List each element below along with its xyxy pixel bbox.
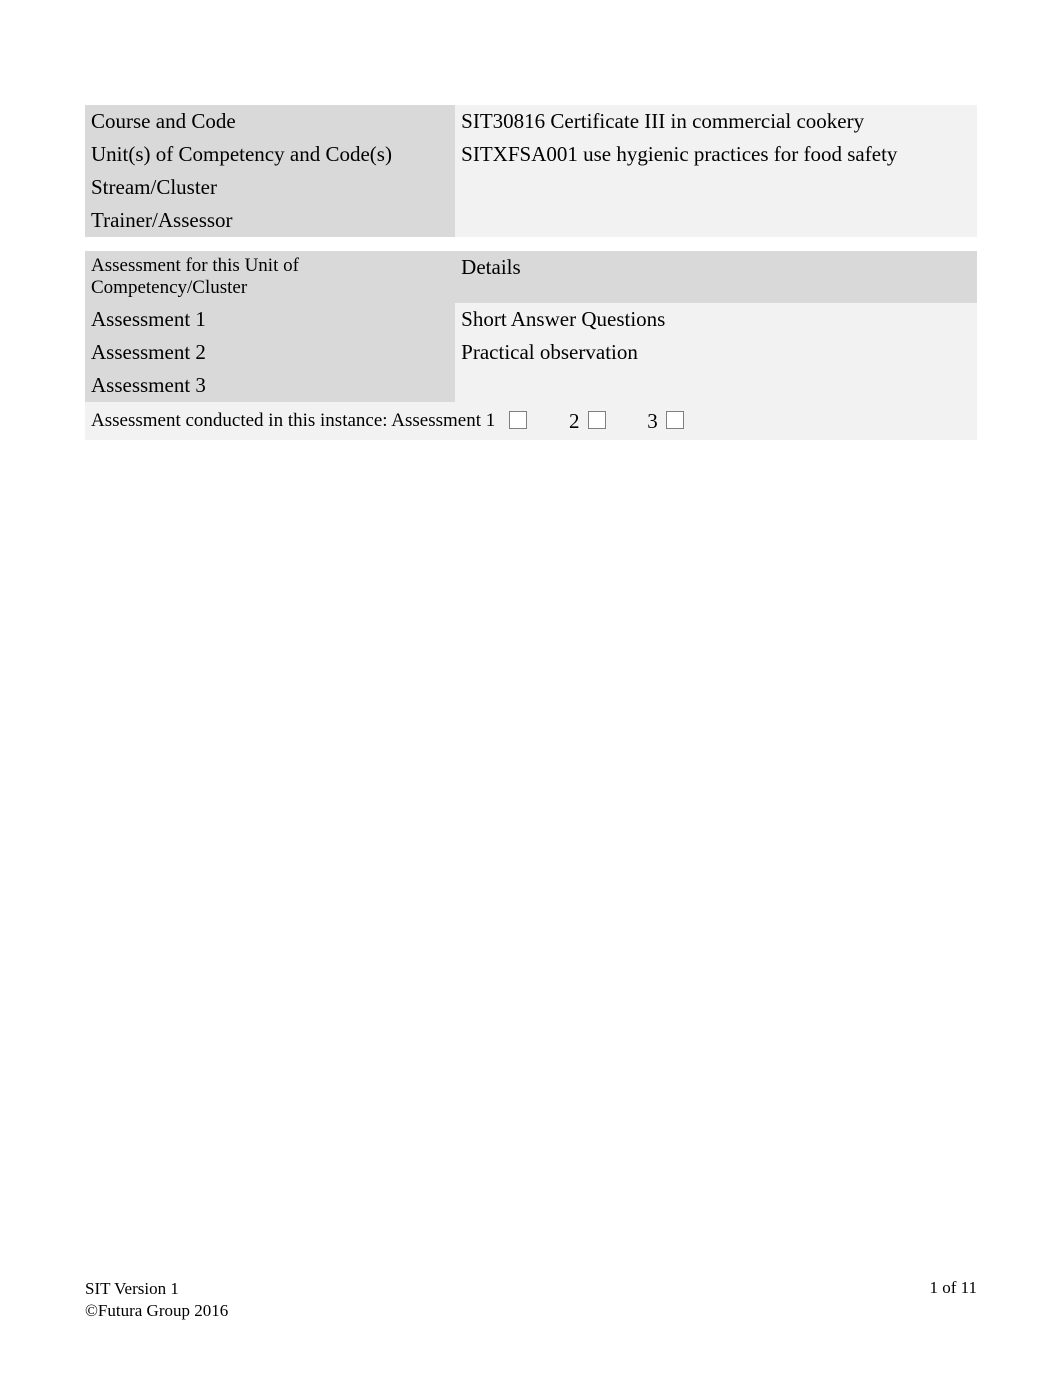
course-code-label: Course and Code [85, 105, 455, 138]
assessment-1-value: Short Answer Questions [455, 303, 977, 336]
content-area: Course and Code SIT30816 Certificate III… [85, 105, 977, 1317]
table-row: Course and Code SIT30816 Certificate III… [85, 105, 977, 138]
assessment-2-value: Practical observation [455, 336, 977, 369]
unit-competency-value: SITXFSA001 use hygienic practices for fo… [455, 138, 977, 171]
table-row: Assessment 2 Practical observation [85, 336, 977, 369]
table-row: Assessment for this Unit of Competency/C… [85, 251, 977, 303]
conducted-label: Assessment conducted in this instance: A… [85, 406, 501, 436]
assessment-header-details: Details [455, 251, 977, 303]
course-code-value: SIT30816 Certificate III in commercial c… [455, 105, 977, 138]
trainer-assessor-value [455, 204, 977, 237]
unit-competency-label: Unit(s) of Competency and Code(s) [85, 138, 455, 171]
checkbox-assessment-1[interactable] [509, 411, 527, 429]
assessment-2-label: Assessment 2 [85, 336, 455, 369]
footer-version: SIT Version 1 [85, 1278, 228, 1300]
assessment-3-label: Assessment 3 [85, 369, 455, 402]
conducted-row: Assessment conducted in this instance: A… [85, 402, 977, 440]
stream-cluster-label: Stream/Cluster [85, 171, 455, 204]
table-row: Stream/Cluster [85, 171, 977, 204]
page-footer: SIT Version 1 ©Futura Group 2016 1 of 11 [85, 1278, 977, 1322]
footer-left: SIT Version 1 ©Futura Group 2016 [85, 1278, 228, 1322]
conducted-option-2-label: 2 [569, 409, 580, 434]
table-row: Trainer/Assessor [85, 204, 977, 237]
assessment-1-label: Assessment 1 [85, 303, 455, 336]
checkbox-assessment-3[interactable] [666, 411, 684, 429]
conducted-option-3-label: 3 [647, 409, 658, 434]
checkbox-assessment-2[interactable] [588, 411, 606, 429]
course-info-table: Course and Code SIT30816 Certificate III… [85, 105, 977, 440]
footer-copyright: ©Futura Group 2016 [85, 1300, 228, 1322]
table-row: Assessment 3 [85, 369, 977, 402]
trainer-assessor-label: Trainer/Assessor [85, 204, 455, 237]
footer-page-number: 1 of 11 [929, 1278, 977, 1322]
table-row: Unit(s) of Competency and Code(s) SITXFS… [85, 138, 977, 171]
stream-cluster-value [455, 171, 977, 204]
page: Course and Code SIT30816 Certificate III… [0, 0, 1062, 1377]
table-row: Assessment 1 Short Answer Questions [85, 303, 977, 336]
spacer-row [85, 237, 977, 251]
assessment-header-label: Assessment for this Unit of Competency/C… [85, 251, 455, 303]
assessment-3-value [455, 369, 977, 402]
